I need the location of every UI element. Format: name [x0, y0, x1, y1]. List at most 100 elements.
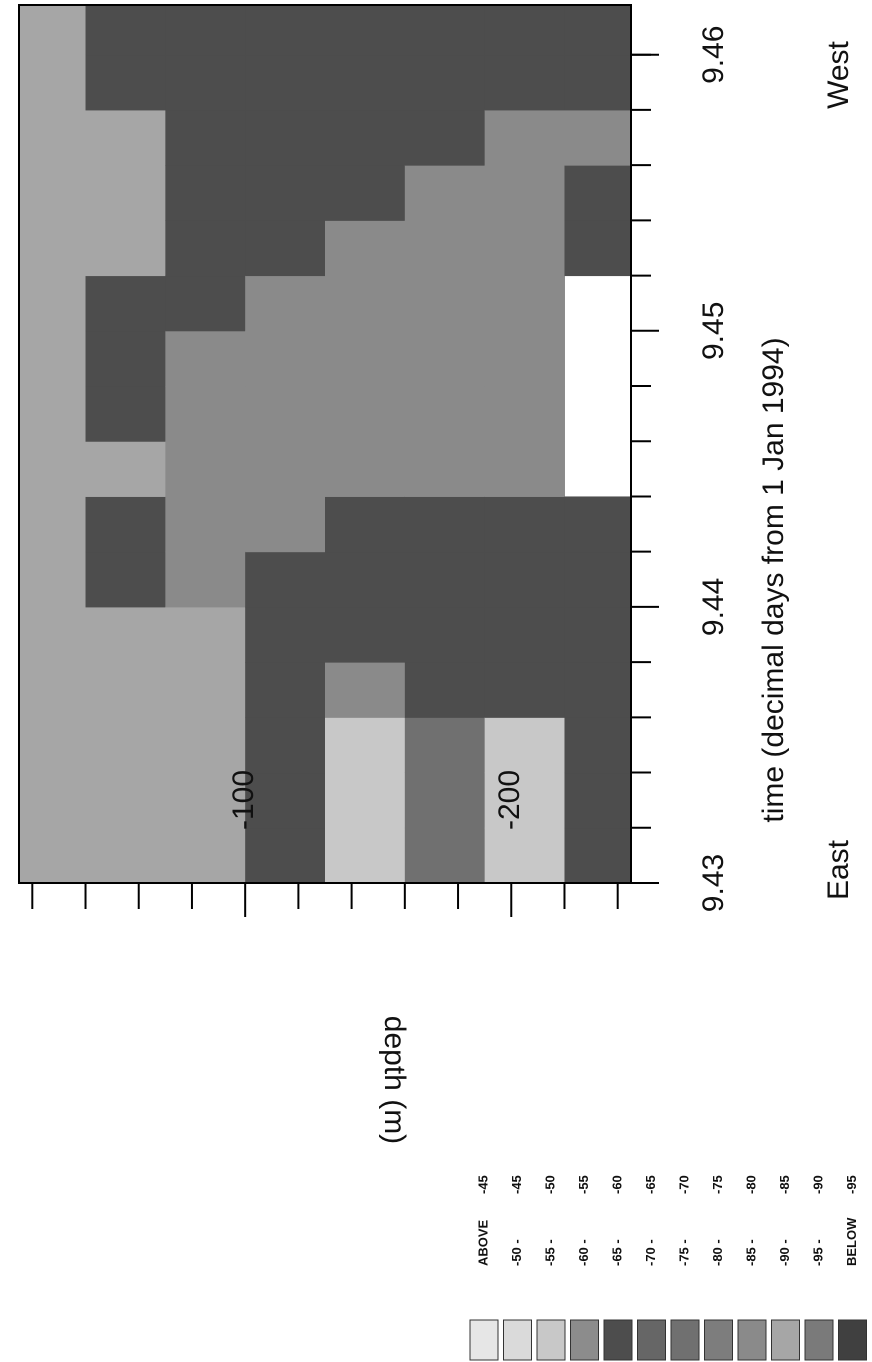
- cell: [85, 441, 166, 497]
- cell: [484, 496, 565, 553]
- legend-limit: -60: [609, 1175, 624, 1194]
- cell: [165, 441, 246, 497]
- cell: [165, 109, 246, 166]
- cell: [484, 5, 565, 56]
- legend-limit: -70: [676, 1175, 691, 1194]
- cell: [404, 386, 486, 442]
- cell: [564, 772, 632, 829]
- legend-range: -70 -: [643, 1239, 658, 1266]
- y-tick-label: -100: [227, 770, 260, 830]
- legend-swatch: [536, 1319, 566, 1361]
- cell: [404, 220, 486, 277]
- x-tick-label: 9.45: [697, 302, 730, 360]
- cell: [165, 54, 246, 111]
- cell: [165, 386, 246, 442]
- legend-limit: -45: [475, 1175, 490, 1194]
- legend-range: -60 -: [576, 1239, 591, 1266]
- cell: [245, 551, 326, 608]
- cell: [404, 165, 486, 221]
- cell: [19, 662, 87, 718]
- west-note: West: [822, 40, 855, 108]
- cell: [564, 606, 632, 663]
- cell: [85, 717, 166, 774]
- legend-limit: -50: [542, 1175, 557, 1194]
- cell: [325, 5, 406, 56]
- cell: [404, 54, 486, 111]
- cell: [564, 54, 632, 111]
- legend-range: -95 -: [810, 1239, 825, 1266]
- cell: [245, 165, 326, 221]
- cell: [325, 220, 406, 277]
- x-tick-label: 9.43: [697, 854, 730, 912]
- cell: [19, 717, 87, 774]
- cell: [325, 441, 406, 497]
- legend-limit: -90: [810, 1175, 825, 1194]
- cell: [85, 5, 166, 56]
- cell: [245, 275, 326, 332]
- plot-frame: [18, 4, 632, 884]
- cell: [564, 662, 632, 718]
- cell: [325, 717, 406, 774]
- cell: [19, 386, 87, 442]
- cell: [245, 827, 326, 884]
- cell: [165, 5, 246, 56]
- cell: [564, 165, 632, 221]
- legend-range: ABOVE: [475, 1219, 490, 1266]
- cell: [484, 275, 565, 332]
- legend-swatch: [469, 1319, 499, 1361]
- cell: [484, 772, 565, 829]
- legend-swatch: [838, 1319, 867, 1361]
- legend-swatch: [603, 1319, 633, 1361]
- cell: [19, 220, 87, 277]
- cell: [19, 330, 87, 387]
- cell: [165, 717, 246, 774]
- y-tick-label: -200: [493, 770, 526, 830]
- cell: [325, 386, 406, 442]
- cell: [564, 551, 632, 608]
- cell: [165, 220, 246, 277]
- cell: [19, 54, 87, 111]
- legend-range: -50 -: [509, 1239, 524, 1266]
- cell: [404, 606, 486, 663]
- cell: [85, 220, 166, 277]
- cell: [484, 165, 565, 221]
- cell: [165, 606, 246, 663]
- legend-swatch: [570, 1319, 599, 1361]
- cell: [245, 330, 326, 387]
- cell: [325, 109, 406, 166]
- cell: [85, 662, 166, 718]
- legend-swatch: [704, 1319, 733, 1361]
- legend-limit: -75: [710, 1175, 725, 1194]
- y-axis-title: depth (m): [378, 1016, 411, 1144]
- cell: [19, 551, 87, 608]
- cell: [245, 441, 326, 497]
- cell: [165, 330, 246, 387]
- cell: [325, 662, 406, 718]
- cell: [564, 496, 632, 553]
- cell: [484, 717, 565, 774]
- cell: [564, 109, 632, 166]
- cell: [19, 165, 87, 221]
- cell: [165, 662, 246, 718]
- cell: [19, 496, 87, 553]
- cell: [85, 386, 166, 442]
- legend-range: -65 -: [609, 1239, 624, 1266]
- legend-limit: -95: [844, 1175, 859, 1194]
- cell: [484, 220, 565, 277]
- legend-swatch: [503, 1319, 532, 1361]
- legend-limit: -80: [743, 1175, 758, 1194]
- cell: [85, 606, 166, 663]
- cell: [484, 109, 565, 166]
- cell: [245, 662, 326, 718]
- x-tick-label: 9.46: [697, 26, 730, 84]
- legend-range: -85 -: [743, 1239, 758, 1266]
- cell: [564, 5, 632, 56]
- legend-limit: -45: [509, 1175, 524, 1194]
- legend-swatch: [804, 1319, 834, 1361]
- cell: [325, 496, 406, 553]
- cell: [484, 54, 565, 111]
- cell: [19, 772, 87, 829]
- cell: [19, 441, 87, 497]
- cell: [404, 496, 486, 553]
